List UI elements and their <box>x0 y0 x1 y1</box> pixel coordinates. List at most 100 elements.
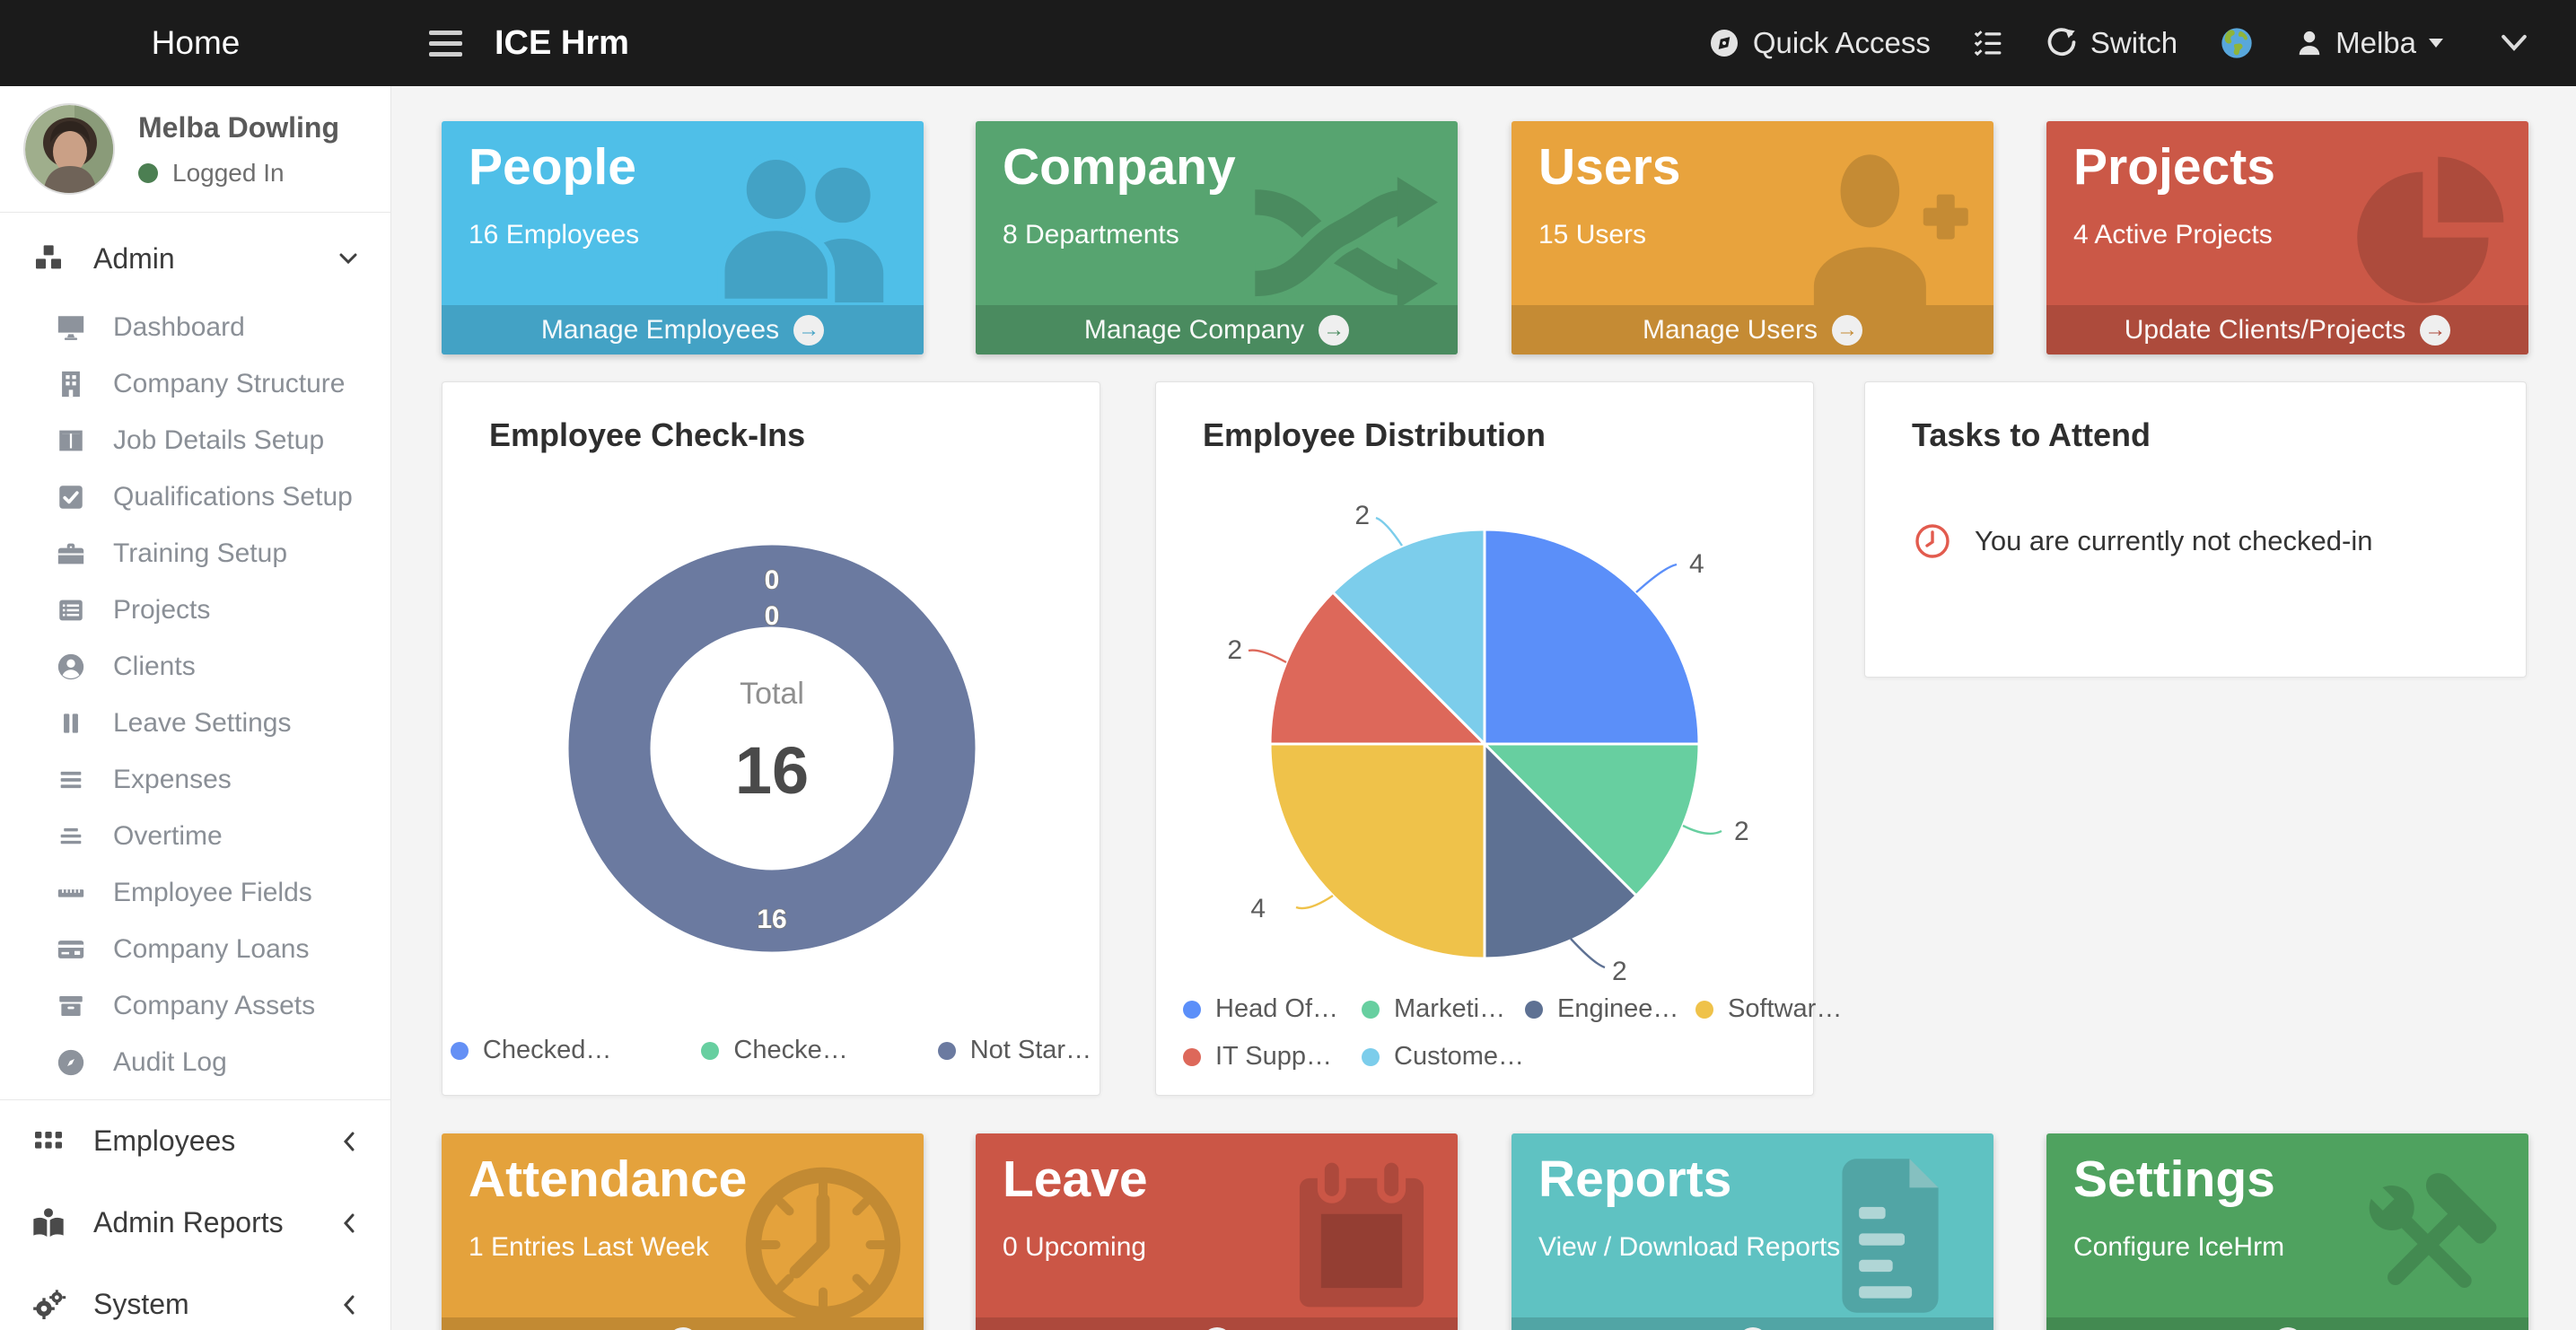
chevron-left-icon <box>343 1213 355 1232</box>
sidebar-item-overtime[interactable]: Overtime <box>0 808 390 864</box>
chevron-left-icon <box>343 1132 355 1151</box>
sidebar-item-expenses[interactable]: Expenses <box>0 751 390 808</box>
user-menu[interactable]: Melba <box>2296 26 2443 60</box>
legend-label: Custome… <box>1394 1042 1525 1071</box>
quick-access-label: Quick Access <box>1752 26 1931 59</box>
legend-dot-icon <box>1362 1000 1380 1019</box>
archive-box-icon <box>59 995 83 1016</box>
legend-dot-icon <box>937 1041 956 1060</box>
update-clients-projects-link[interactable]: Update Clients/Projects → <box>2046 305 2528 354</box>
sidebar-item-label: Employee Fields <box>113 877 312 907</box>
sidebar-item-training-setup[interactable]: Training Setup <box>0 525 390 582</box>
svg-text:4: 4 <box>1250 894 1266 923</box>
columns-icon <box>59 430 83 451</box>
legend-label: Softwar… <box>1728 994 1843 1023</box>
profile-status: Logged In <box>172 158 285 187</box>
manage-users-link[interactable]: Manage Users → <box>1511 305 1993 354</box>
legend-label: Marketi… <box>1394 994 1506 1023</box>
settings-footer-link[interactable]: → <box>2046 1317 2528 1330</box>
topbar-collapse-button[interactable] <box>2499 31 2529 55</box>
sidebar-section-label: Admin Reports <box>93 1206 284 1238</box>
card-title: People <box>469 138 636 196</box>
sidebar-item-label: Overtime <box>113 820 223 851</box>
legend-item[interactable]: Enginee… <box>1525 994 1695 1024</box>
reports-card[interactable]: Reports View / Download Reports → <box>1511 1133 1993 1330</box>
sidebar-toggle-button[interactable] <box>429 30 462 57</box>
tasks-panel: Tasks to Attend You are currently not ch… <box>1864 381 2527 678</box>
legend-item[interactable]: IT Supp… <box>1183 1042 1362 1072</box>
user-circle-icon <box>57 653 84 679</box>
profile-card[interactable]: Melba Dowling Logged In <box>0 86 390 213</box>
svg-text:2: 2 <box>1734 817 1749 846</box>
sidebar-item-employee-fields[interactable]: Employee Fields <box>0 864 390 921</box>
manage-employees-link[interactable]: Manage Employees → <box>442 305 924 354</box>
company-card[interactable]: Company 8 Departments Manage Company → <box>976 121 1458 354</box>
legend-dot-icon <box>701 1041 720 1060</box>
calendar-icon <box>1299 1155 1424 1308</box>
sidebar-item-dashboard[interactable]: Dashboard <box>0 299 390 355</box>
legend-item[interactable]: Marketi… <box>1362 994 1525 1024</box>
nav-home-link[interactable]: Home <box>151 24 241 61</box>
reports-footer-link[interactable]: → <box>1511 1317 1993 1330</box>
legend-item[interactable]: Checked… <box>450 1036 611 1065</box>
legend-label: IT Supp… <box>1215 1042 1333 1071</box>
switch-user-button[interactable]: Switch <box>2046 26 2177 60</box>
chevron-left-icon <box>343 1295 355 1314</box>
sidebar-item-company-loans[interactable]: Company Loans <box>0 921 390 977</box>
clock-icon <box>745 1167 901 1323</box>
sidebar-item-audit-log[interactable]: Audit Log <box>0 1034 390 1090</box>
projects-card[interactable]: Projects 4 Active Projects Update Client… <box>2046 121 2528 354</box>
attendance-card[interactable]: Attendance 1 Entries Last Week → <box>442 1133 924 1330</box>
sidebar-item-label: Company Loans <box>113 933 310 964</box>
book-reader-icon <box>33 1207 64 1237</box>
distribution-legend: Head Of… Marketi… Enginee… Softwar… IT S… <box>1183 994 1866 1072</box>
legend-item[interactable]: Head Of… <box>1183 994 1362 1024</box>
people-card[interactable]: People 16 Employees Manage Employees → <box>442 121 924 354</box>
sidebar-item-clients[interactable]: Clients <box>0 638 390 695</box>
switch-icon <box>2047 28 2076 57</box>
checkins-legend: Checked… Checke… Not Star… <box>442 1036 1100 1065</box>
card-title: Users <box>1538 138 1681 196</box>
legend-dot-icon <box>450 1041 469 1060</box>
legend-item[interactable]: Not Star… <box>937 1036 1091 1065</box>
sidebar-section-admin[interactable]: Admin <box>0 225 390 292</box>
app-brand[interactable]: ICE Hrm <box>495 23 629 62</box>
arrow-circle-icon: → <box>667 1326 698 1330</box>
sidebar-section-label: Admin <box>93 241 175 275</box>
sidebar-item-label: Dashboard <box>113 311 245 342</box>
leave-card[interactable]: Leave 0 Upcoming → <box>976 1133 1458 1330</box>
document-icon <box>1842 1159 1939 1313</box>
tasks-list-button[interactable] <box>1972 27 2004 59</box>
sidebar-item-job-details-setup[interactable]: Job Details Setup <box>0 412 390 468</box>
sidebar-item-projects[interactable]: Projects <box>0 582 390 638</box>
sidebar-item-qualifications-setup[interactable]: Qualifications Setup <box>0 468 390 525</box>
employee-distribution-panel: Employee Distribution <box>1155 381 1842 1096</box>
sidebar-section-label: Employees <box>93 1124 236 1157</box>
language-globe-button[interactable] <box>2219 25 2255 61</box>
manage-company-link[interactable]: Manage Company → <box>976 305 1458 354</box>
sidebar-item-label: Company Assets <box>113 990 316 1020</box>
quick-access-button[interactable]: Quick Access <box>1708 26 1931 60</box>
sidebar-item-company-structure[interactable]: Company Structure <box>0 355 390 412</box>
svg-text:0: 0 <box>765 601 780 631</box>
compass-icon <box>57 1049 84 1075</box>
users-card[interactable]: Users 15 Users Manage Users → <box>1511 121 1993 354</box>
legend-item[interactable]: Softwar… <box>1695 994 1866 1024</box>
attendance-footer-link[interactable]: → <box>442 1317 924 1330</box>
leave-footer-link[interactable]: → <box>976 1317 1458 1330</box>
sidebar-item-company-assets[interactable]: Company Assets <box>0 977 390 1034</box>
sidebar-section-system[interactable]: System <box>0 1264 390 1330</box>
caret-down-icon <box>2429 39 2443 48</box>
chevron-down-icon <box>339 253 357 265</box>
user-name-label: Melba <box>2335 26 2416 59</box>
legend-item[interactable]: Custome… <box>1362 1042 1525 1072</box>
svg-text:0: 0 <box>765 565 780 595</box>
sidebar-item-leave-settings[interactable]: Leave Settings <box>0 695 390 751</box>
legend-item[interactable]: Checke… <box>701 1036 848 1065</box>
card-subtitle: View / Download Reports <box>1538 1232 1841 1262</box>
credit-card-icon <box>57 940 84 958</box>
card-title: Leave <box>1003 1151 1148 1208</box>
sidebar-section-employees[interactable]: Employees <box>0 1100 390 1182</box>
sidebar-section-admin-reports[interactable]: Admin Reports <box>0 1182 390 1264</box>
settings-card[interactable]: Settings Configure IceHrm → <box>2046 1133 2528 1330</box>
